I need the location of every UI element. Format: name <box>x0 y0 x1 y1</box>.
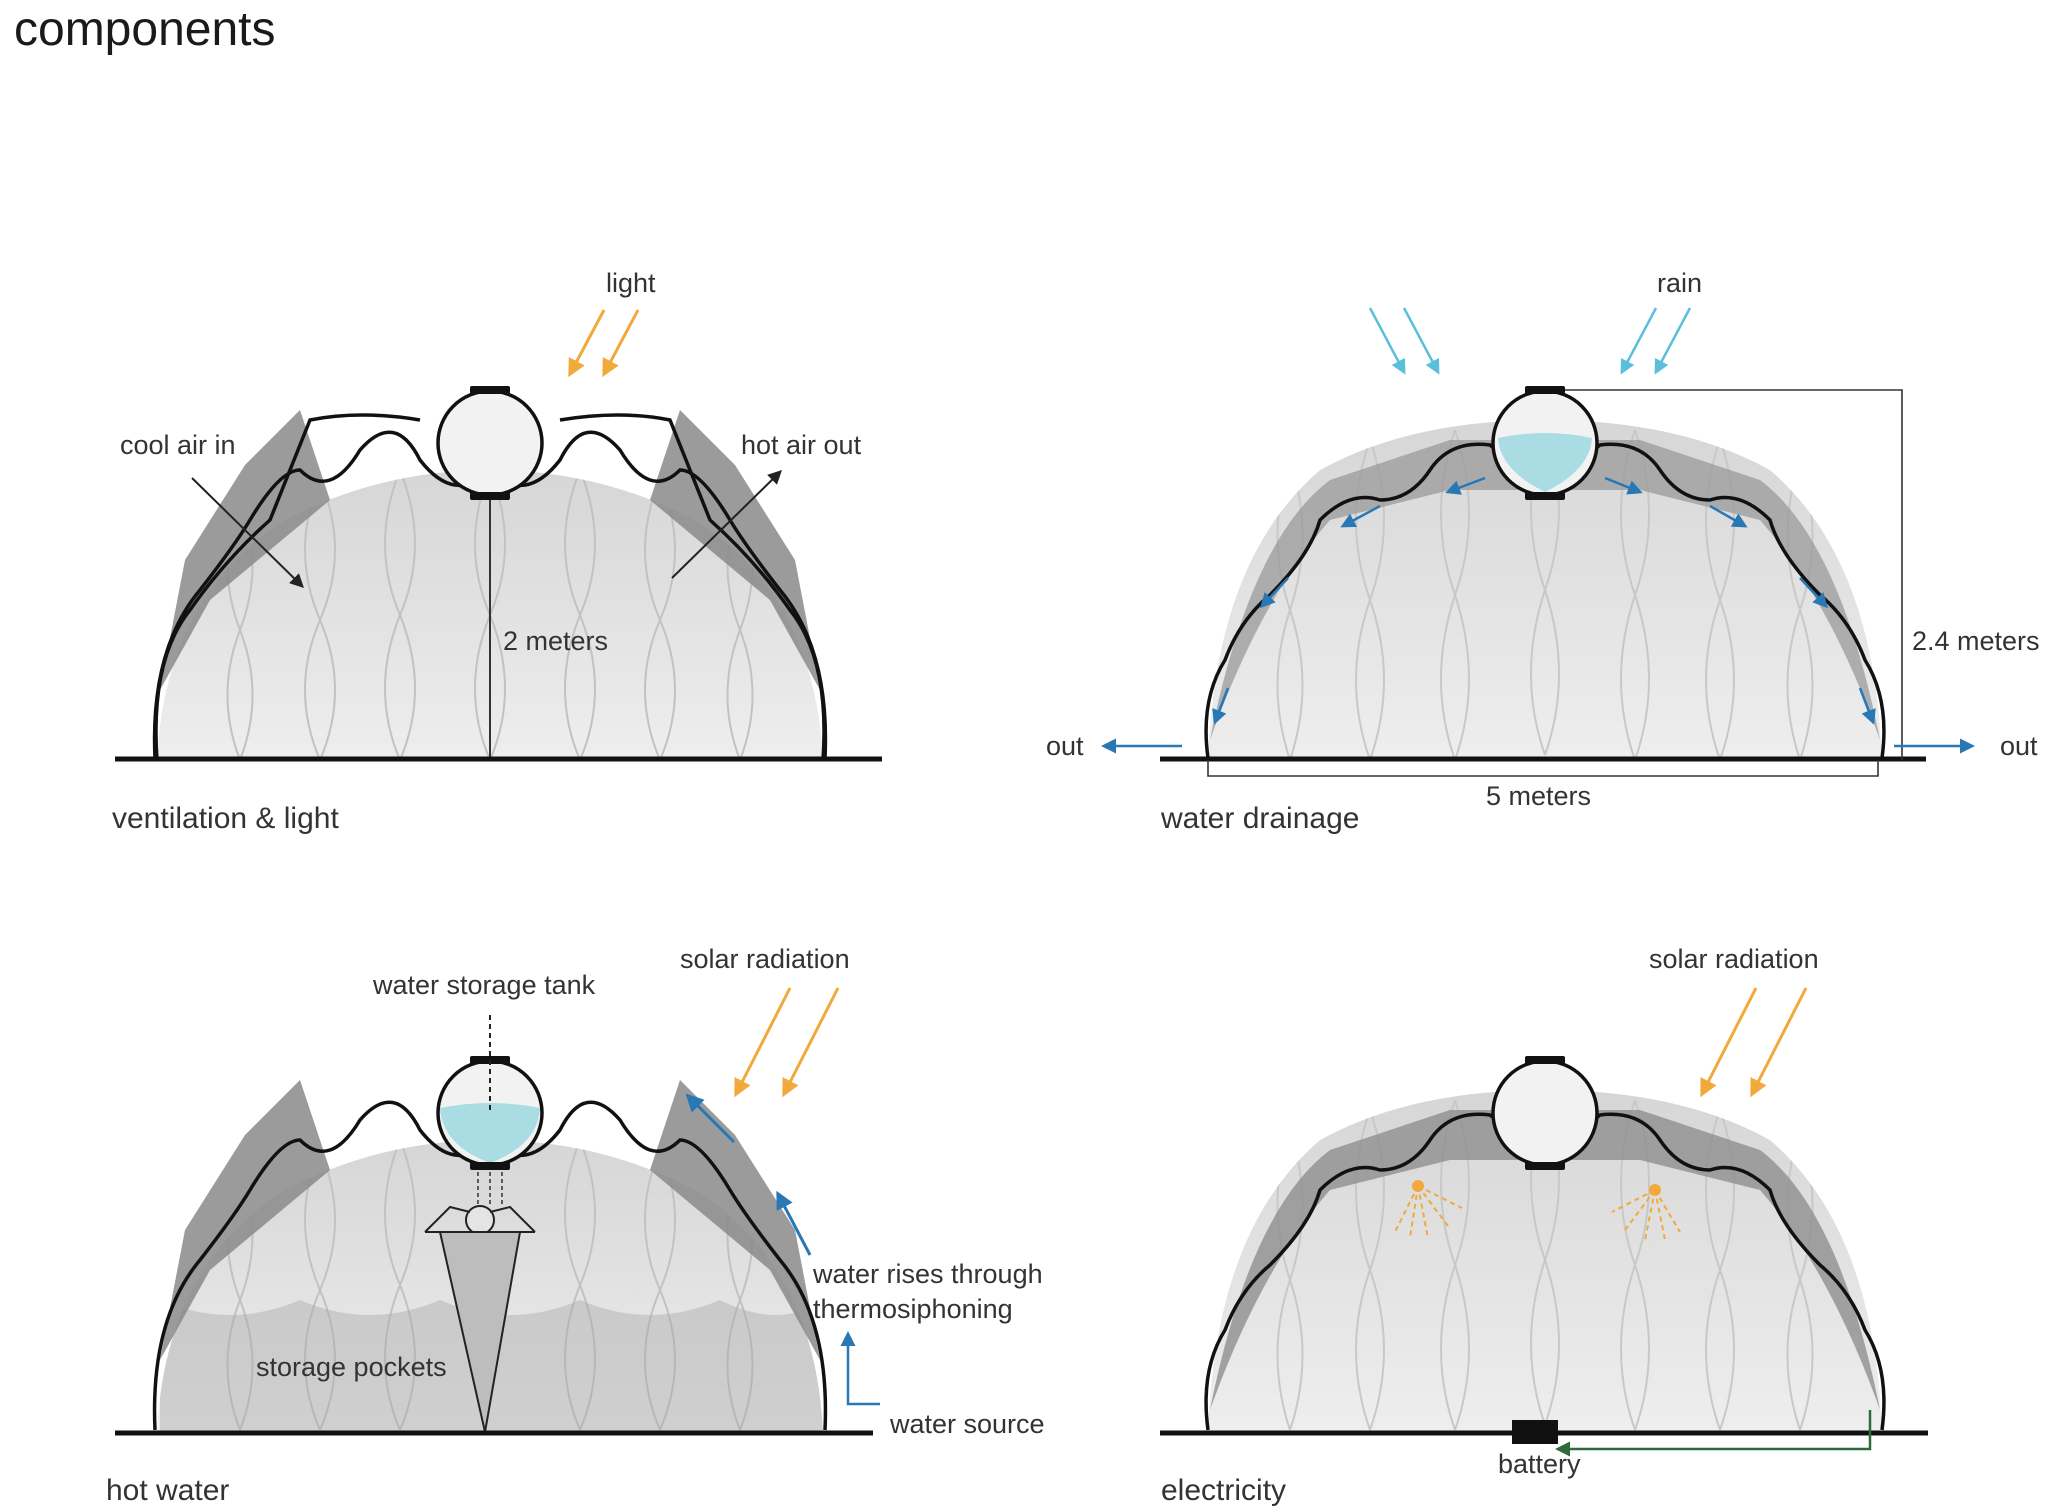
panel-ventilation: light cool air in hot air out 2 meters v… <box>112 268 882 835</box>
skylight-cap-top <box>470 386 510 394</box>
rain-label: rain <box>1657 268 1702 298</box>
width-label: 5 meters <box>1486 781 1591 811</box>
rain-arrow-4 <box>1654 307 1692 375</box>
cool-air-arrow <box>191 477 304 588</box>
skylight-cap-bottom <box>1525 1162 1565 1170</box>
thermosiphon-label-1: water rises through <box>812 1259 1043 1289</box>
dome-outer-edge <box>154 413 826 761</box>
panel-drainage: rain out out 2.4 meters 5 meters water d… <box>1046 268 2040 835</box>
tank-cap-top <box>1525 386 1565 394</box>
solar-arrow-1 <box>1700 987 1758 1098</box>
solar-label: solar radiation <box>1649 944 1819 974</box>
rain-arrow-2 <box>1402 307 1440 375</box>
dome-pocket-pattern <box>1276 424 1814 760</box>
solar-label: solar radiation <box>680 944 850 974</box>
battery <box>1512 1420 1558 1444</box>
cool-air-label: cool air in <box>120 430 236 460</box>
hot-air-arrow <box>671 470 782 579</box>
panel-caption: electricity <box>1161 1474 1286 1507</box>
skylight-cap-bottom <box>470 492 510 500</box>
solar-arrow-2 <box>782 987 840 1098</box>
thermosiphon-arrow-lower <box>776 1190 812 1256</box>
rain-arrow-1 <box>1368 307 1406 375</box>
panel-caption: hot water <box>106 1474 229 1507</box>
dimension-box <box>1207 389 1903 777</box>
rain-arrow-3 <box>1620 307 1658 375</box>
height-label: 2.4 meters <box>1912 626 2040 656</box>
panel-caption: ventilation & light <box>112 802 339 835</box>
light-emitter-right <box>1611 1184 1681 1241</box>
pockets-label: storage pockets <box>256 1352 447 1382</box>
shower-stream <box>477 1172 503 1205</box>
panel-caption: water drainage <box>1160 802 1359 835</box>
height-label: 2 meters <box>503 626 608 656</box>
dome-pocket-pattern <box>1276 1094 1814 1431</box>
dome-dark-flap-right <box>650 1080 820 1360</box>
tank-cap-bottom <box>470 1162 510 1170</box>
water-source-arrow <box>840 1331 880 1406</box>
skylight-cap-top <box>1525 1056 1565 1064</box>
light-emitter-left <box>1394 1180 1463 1239</box>
battery-label: battery <box>1498 1449 1581 1479</box>
battery-wire-arrow <box>1555 1410 1872 1457</box>
tank-label: water storage tank <box>372 970 596 1000</box>
tank-cap-bottom <box>1525 492 1565 500</box>
out-right-label: out <box>2000 731 2038 761</box>
hot-air-label: hot air out <box>741 430 862 460</box>
light-arrow-2 <box>602 309 640 378</box>
light-arrow-1 <box>568 309 606 378</box>
skylight-sphere <box>436 389 544 497</box>
light-label: light <box>606 268 656 298</box>
solar-arrow-1 <box>734 987 792 1098</box>
solar-arrow-2 <box>1750 987 1808 1098</box>
tank-water <box>1498 433 1592 492</box>
person-figure <box>424 1205 536 1433</box>
panel-hot-water: water storage tank solar radiation water… <box>106 944 1045 1507</box>
skylight-sphere <box>1491 1059 1599 1167</box>
page-title: components <box>14 3 276 56</box>
tank-water <box>440 1103 540 1163</box>
dome-dark-flap-left <box>160 1080 330 1360</box>
drainage-flow-arrows <box>1101 476 1975 754</box>
thermosiphon-arrow-upper <box>685 1093 736 1144</box>
water-source-label: water source <box>889 1409 1045 1439</box>
out-left-label: out <box>1046 731 1084 761</box>
dome-pocket-pattern <box>226 1140 754 1431</box>
panel-electricity: solar radiation battery electricity <box>1160 944 1928 1507</box>
thermosiphon-label-2: thermosiphoning <box>813 1294 1013 1324</box>
